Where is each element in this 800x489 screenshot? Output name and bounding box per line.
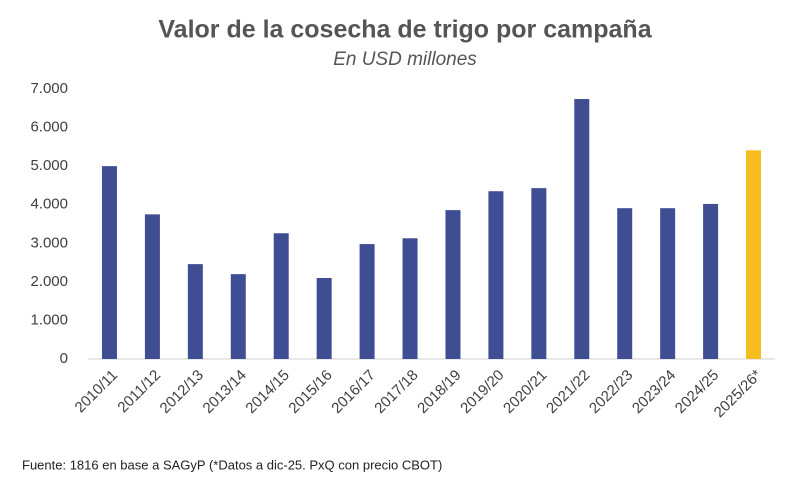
chart-title: Valor de la cosecha de trigo por campaña — [158, 16, 652, 44]
bar — [316, 278, 332, 359]
bar — [445, 210, 461, 359]
y-tick-label: 1.000 — [30, 311, 68, 328]
x-tick-label: 2013/14 — [200, 367, 250, 417]
x-tick-label: 2010/11 — [72, 367, 122, 417]
bar — [273, 233, 289, 359]
bar — [230, 274, 246, 359]
bar — [746, 150, 762, 359]
x-tick-label: 2012/13 — [157, 367, 207, 417]
bar — [144, 214, 160, 359]
x-tick-label: 2020/21 — [500, 367, 550, 417]
x-tick-label: 2018/19 — [414, 367, 464, 417]
bar — [617, 208, 633, 359]
x-tick-label: 2022/23 — [586, 367, 636, 417]
bar — [101, 166, 117, 359]
bar — [359, 244, 375, 359]
bar — [531, 188, 547, 359]
bar — [187, 264, 203, 359]
x-tick-label: 2016/17 — [328, 367, 378, 417]
x-tick-label: 2025/26* — [711, 367, 766, 422]
x-tick-label: 2011/12 — [114, 367, 164, 417]
bar — [402, 238, 418, 359]
x-tick-label: 2021/22 — [543, 367, 593, 417]
y-tick-label: 0 — [60, 350, 68, 367]
chart-subtitle: En USD millones — [333, 49, 477, 70]
x-tick-label: 2017/18 — [371, 367, 421, 417]
bar — [488, 191, 504, 359]
bar — [660, 208, 676, 359]
y-tick-label: 3.000 — [30, 234, 68, 251]
y-tick-label: 2.000 — [30, 273, 68, 290]
y-tick-label: 6.000 — [30, 119, 68, 136]
y-tick-label: 4.000 — [30, 196, 68, 213]
x-tick-label: 2019/20 — [457, 367, 507, 417]
x-tick-label: 2014/15 — [242, 367, 292, 417]
y-tick-label: 7.000 — [30, 80, 68, 97]
y-tick-label: 5.000 — [30, 157, 68, 174]
source-note: Fuente: 1816 en base a SAGyP (*Datos a d… — [22, 457, 442, 472]
bar — [574, 99, 590, 360]
x-tick-label: 2023/24 — [629, 367, 679, 417]
bar — [703, 203, 719, 359]
x-tick-label: 2015/16 — [285, 367, 335, 417]
